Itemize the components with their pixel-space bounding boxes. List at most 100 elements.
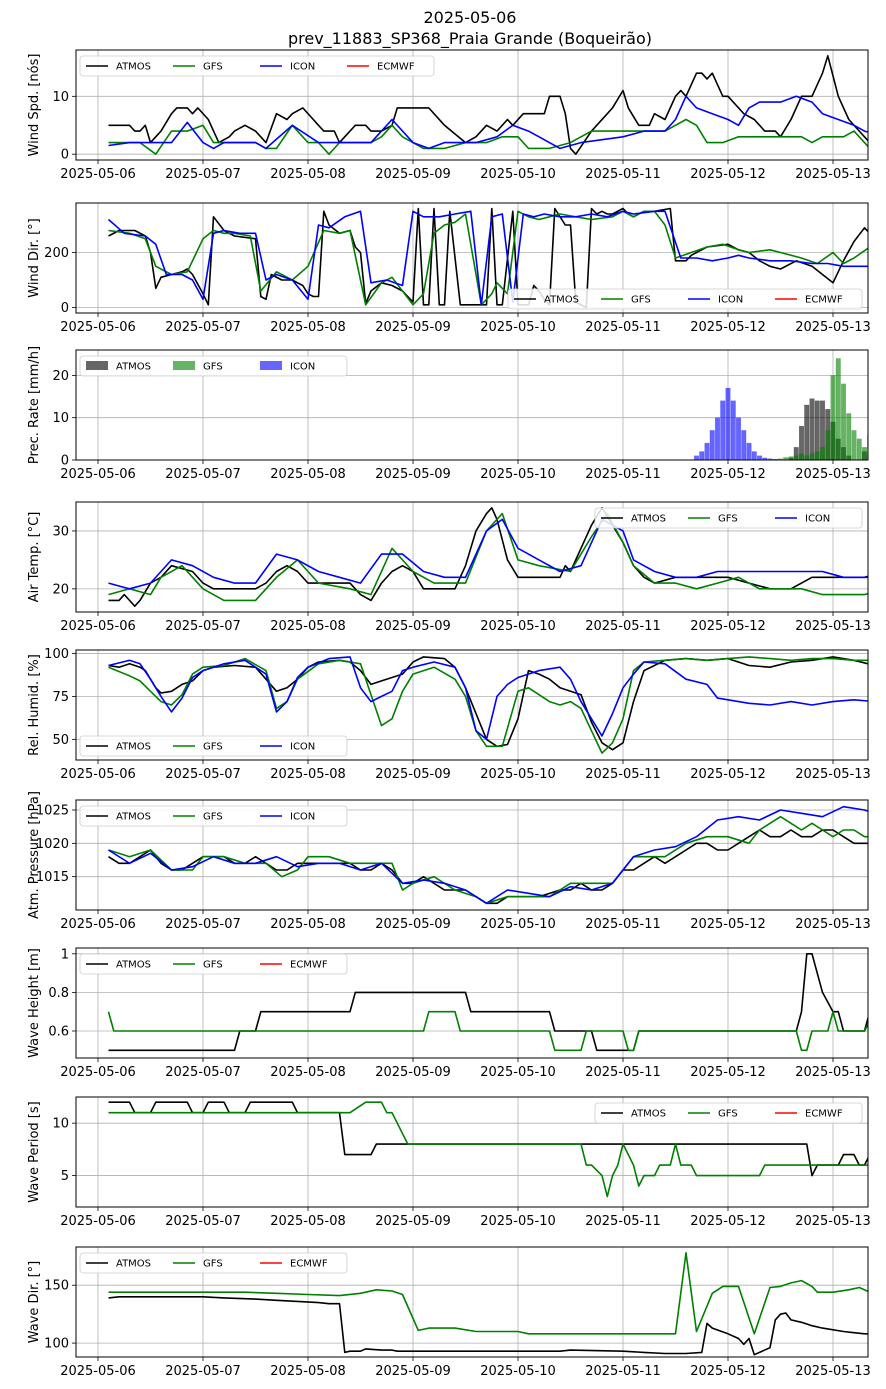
series-line-atmos — [108, 1101, 868, 1177]
legend-label-atmos: ATMOS — [116, 362, 151, 373]
x-tick-label: 2025-05-09 — [375, 320, 451, 335]
x-tick-label: 2025-05-12 — [690, 767, 766, 782]
plot-area — [108, 506, 868, 608]
bar-atmos — [809, 398, 815, 460]
plot-area — [108, 805, 868, 905]
legend-box — [594, 507, 863, 529]
y-axis-label: Air Temp. [°C] — [27, 512, 42, 603]
series-line-atmos — [108, 54, 868, 155]
legend-swatch-icon — [260, 361, 282, 370]
series-line-gfs — [108, 1252, 868, 1335]
legend: ATMOS GFS ICON — [594, 507, 863, 529]
y-tick-label: 150 — [44, 1279, 69, 1294]
legend: ATMOS GFS ICON — [79, 805, 348, 827]
x-tick-label: 2025-05-13 — [795, 320, 871, 335]
x-tick-label: 2025-05-13 — [795, 1214, 871, 1229]
bar-atmos — [804, 404, 810, 460]
x-tick-label: 2025-05-08 — [270, 167, 346, 182]
legend-box — [79, 55, 435, 77]
legend-label-gfs: GFS — [631, 295, 651, 306]
y-tick-label: 50 — [52, 733, 69, 748]
bar-gfs — [798, 453, 805, 460]
x-tick-label: 2025-05-11 — [585, 1214, 661, 1229]
y-tick-label: 20 — [52, 369, 69, 384]
plot-area — [108, 1101, 868, 1198]
y-tick-label: 0 — [61, 301, 69, 316]
x-tick-label: 2025-05-09 — [375, 167, 451, 182]
legend-label-ecmwf: ECMWF — [805, 295, 843, 306]
y-tick-label: 0.6 — [48, 1024, 69, 1039]
legend: ATMOS GFS ECMWF — [79, 953, 348, 975]
y-axis-label: Atm. Pressure [hPa] — [27, 791, 42, 919]
y-tick-label: 0.8 — [48, 986, 69, 1001]
x-tick-label: 2025-05-07 — [165, 917, 241, 932]
axes-frame — [75, 501, 869, 613]
x-tick-label: 2025-05-06 — [60, 320, 136, 335]
legend-box — [507, 288, 863, 310]
x-tick-label: 2025-05-11 — [585, 467, 661, 482]
x-tick-label: 2025-05-11 — [585, 320, 661, 335]
bar-gfs — [856, 438, 862, 460]
bar-atmos — [878, 392, 883, 460]
legend-label-atmos: ATMOS — [631, 1109, 666, 1120]
panel-4: 2025-05-06 2025-05-07 2025-05-08 2025-05-09… — [27, 501, 871, 634]
y-tick-label: 30 — [52, 524, 69, 539]
x-tick-label: 2025-05-11 — [585, 1364, 661, 1379]
plot-area — [108, 656, 868, 754]
legend-box — [79, 953, 348, 975]
axes-frame — [75, 349, 869, 461]
x-tick-label: 2025-05-07 — [165, 320, 241, 335]
x-tick-label: 2025-05-13 — [795, 619, 871, 634]
x-tick-label: 2025-05-13 — [795, 1364, 871, 1379]
bar-icon — [725, 387, 731, 460]
bar-icon — [746, 442, 752, 460]
legend-box — [79, 735, 348, 757]
x-tick-label: 2025-05-10 — [480, 167, 556, 182]
legend-box — [79, 805, 348, 827]
x-tick-label: 2025-05-10 — [480, 467, 556, 482]
panels: 2025-05-06 2025-05-07 2025-05-08 2025-05-09… — [27, 49, 883, 1379]
x-tick-label: 2025-05-09 — [375, 1214, 451, 1229]
bar-atmos — [873, 418, 878, 460]
x-tick-label: 2025-05-12 — [690, 320, 766, 335]
x-tick-label: 2025-05-10 — [480, 1364, 556, 1379]
x-tick-label: 2025-05-07 — [165, 767, 241, 782]
x-tick-label: 2025-05-07 — [165, 467, 241, 482]
legend-label-gfs: GFS — [203, 62, 223, 73]
legend: ATMOS GFS ICON — [79, 355, 348, 377]
legend-label-icon: ICON — [805, 514, 830, 525]
legend-label-icon: ICON — [290, 812, 315, 823]
legend-label-ecmwf: ECMWF — [377, 62, 415, 73]
bar-icon — [709, 430, 715, 460]
bar-icon — [699, 451, 705, 460]
x-tick-label: 2025-05-08 — [270, 320, 346, 335]
y-tick-label: 1015 — [36, 870, 69, 885]
series-line-gfs — [108, 210, 868, 306]
bar-gfs — [851, 430, 857, 460]
x-tick-label: 2025-05-09 — [375, 767, 451, 782]
bar-icon — [741, 430, 747, 460]
series-line-atmos — [108, 829, 868, 905]
bar-icon — [751, 451, 757, 460]
y-tick-label: 5 — [61, 1169, 69, 1184]
x-tick-label: 2025-05-11 — [585, 167, 661, 182]
legend: ATMOS GFS ECMWF — [594, 1102, 863, 1124]
x-tick-label: 2025-05-10 — [480, 767, 556, 782]
x-tick-label: 2025-05-12 — [690, 1065, 766, 1080]
x-tick-label: 2025-05-11 — [585, 619, 661, 634]
y-tick-label: 1 — [61, 947, 69, 962]
legend-label-gfs: GFS — [203, 960, 223, 971]
legend-label-gfs: GFS — [718, 1109, 738, 1120]
axes-frame — [75, 1246, 869, 1358]
x-tick-label: 2025-05-08 — [270, 1364, 346, 1379]
x-tick-label: 2025-05-07 — [165, 619, 241, 634]
y-axis-label: Wind Spd. [nós] — [27, 54, 42, 157]
x-tick-label: 2025-05-12 — [690, 917, 766, 932]
figure-title: 2025-05-06 — [424, 8, 517, 27]
x-tick-label: 2025-05-13 — [795, 467, 871, 482]
legend-swatch-atmos — [86, 361, 108, 370]
x-tick-label: 2025-05-11 — [585, 1065, 661, 1080]
x-tick-label: 2025-05-07 — [165, 1364, 241, 1379]
bar-gfs — [783, 457, 789, 460]
bar-gfs — [819, 447, 826, 460]
